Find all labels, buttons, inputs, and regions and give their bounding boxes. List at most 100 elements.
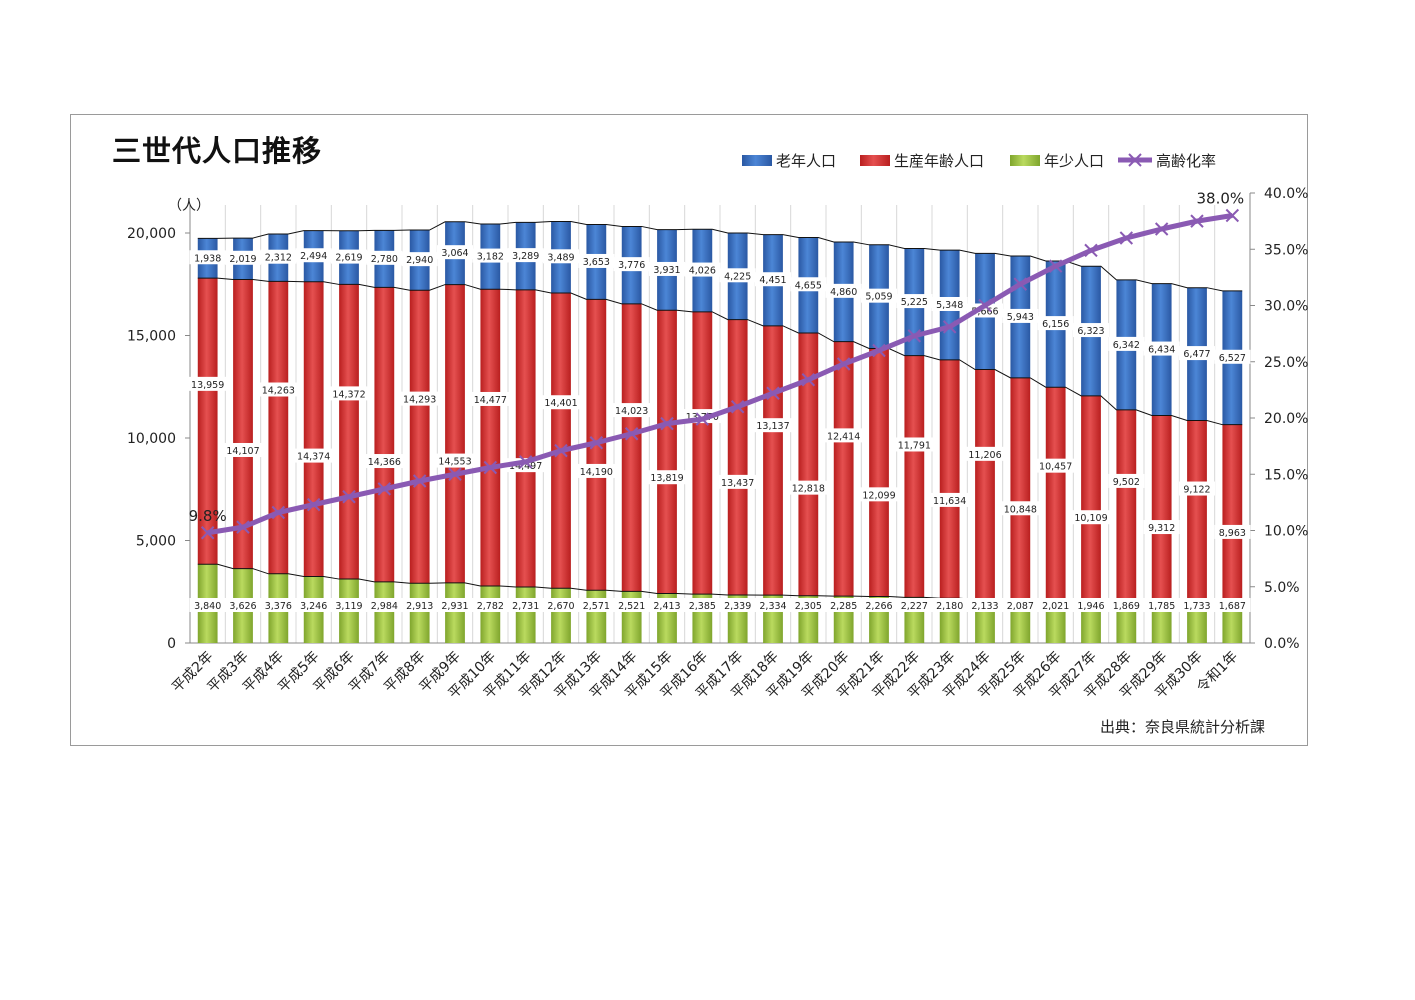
working-value-label: 12,099: [862, 490, 895, 501]
working-value-label: 14,263: [262, 386, 295, 397]
elderly-value-label-bg: [931, 296, 968, 311]
elderly-value-label-bg: [861, 288, 897, 303]
youth-value-label: 2,334: [759, 601, 786, 612]
aging-rate-point: [1190, 214, 1204, 228]
aging-rate-point: [1154, 222, 1169, 236]
youth-value-label-bg: [931, 598, 968, 612]
elderly-value-label: 2,619: [335, 253, 362, 264]
working-value-label-bg: [540, 395, 582, 410]
youth-value-label-bg: [189, 598, 226, 612]
elderly-value-label-bg: [1037, 316, 1074, 331]
working-value-label: 13,437: [721, 478, 754, 489]
working-value-label-bg: [398, 391, 441, 406]
elderly-value-label: 2,312: [265, 253, 292, 264]
bar-youth: [1187, 607, 1207, 643]
working-value-label-bg: [1108, 473, 1145, 488]
bar-working: [409, 290, 430, 584]
youth-value-label-bg: [1108, 598, 1145, 612]
aging-rate-point: [801, 373, 816, 387]
youth-value-label-bg: [790, 598, 827, 612]
bar-youth: [515, 587, 536, 643]
working-value-label: 10,848: [1004, 504, 1037, 515]
youth-value-label: 2,571: [583, 601, 610, 612]
youth-value-label: 2,385: [689, 601, 716, 612]
working-value-label-bg: [716, 474, 759, 489]
legend-label: 高齢化率: [1156, 152, 1216, 170]
chart-title: 三世代人口推移: [112, 134, 323, 168]
elderly-value-label-bg: [189, 250, 226, 265]
aging-rate-point: [695, 412, 710, 426]
elderly-value-label: 3,289: [512, 251, 539, 262]
working-value-label-bg: [1179, 481, 1215, 496]
aging-rate-point: [1119, 231, 1134, 245]
youth-value-label: 2,984: [371, 601, 398, 612]
bar-working: [1222, 424, 1243, 609]
aging-rate-point: [730, 400, 745, 414]
elderly-value-label-bg: [755, 272, 791, 287]
elderly-value-label: 3,653: [583, 257, 610, 268]
youth-value-label: 1,946: [1077, 601, 1104, 612]
bar-working: [1151, 415, 1172, 607]
bar-working: [798, 332, 819, 596]
elderly-value-label-bg: [472, 248, 509, 263]
youth-value-label: 2,339: [724, 601, 751, 612]
working-value-label: 13,959: [191, 380, 224, 391]
working-value-label-bg: [752, 418, 794, 433]
aging-rate-point: [872, 343, 886, 358]
elderly-value-label: 3,064: [441, 248, 468, 259]
youth-value-label: 3,119: [335, 601, 362, 612]
youth-value-label-bg: [1143, 598, 1180, 612]
elderly-value-label-bg: [825, 283, 862, 298]
elderly-value-label: 6,342: [1113, 340, 1140, 351]
bar-youth: [409, 583, 430, 643]
working-value-label: 14,023: [615, 406, 648, 417]
y2-tick-label: 30.0%: [1264, 299, 1308, 315]
youth-value-label-bg: [896, 598, 933, 612]
bar-working: [1045, 387, 1066, 602]
aging-rate-point: [978, 298, 992, 313]
youth-value-label: 2,782: [477, 601, 504, 612]
youth-value-label: 2,266: [865, 601, 892, 612]
working-value-label: 10,457: [1039, 462, 1072, 473]
youth-value-label-bg: [1214, 598, 1251, 612]
bar-youth: [1151, 606, 1172, 643]
aging-rate-point: [448, 467, 462, 481]
youth-value-label: 2,913: [406, 601, 433, 612]
youth-value-label-bg: [437, 598, 473, 612]
working-value-label-bg: [893, 437, 936, 452]
bar-working: [1081, 395, 1101, 604]
elderly-value-label: 5,225: [901, 297, 928, 308]
youth-value-label: 2,021: [1042, 601, 1069, 612]
aging-rate-point: [942, 320, 957, 334]
bar-youth: [445, 582, 465, 643]
elderly-value-label-bg: [1108, 336, 1145, 351]
aging-rate-point: [483, 460, 498, 475]
youth-value-label: 2,133: [971, 601, 998, 612]
working-value-label-bg: [1214, 524, 1251, 539]
working-value-label: 9,312: [1148, 523, 1175, 534]
youth-value-label-bg: [967, 598, 1003, 612]
elderly-value-label-bg: [366, 250, 403, 265]
elderly-value-label: 3,182: [477, 252, 504, 263]
working-value-label: 11,791: [898, 440, 931, 451]
youth-value-label-bg: [225, 598, 261, 612]
bar-working: [1116, 409, 1137, 605]
elderly-value-label: 6,323: [1077, 326, 1104, 337]
bar-working: [939, 359, 960, 599]
youth-value-label: 2,285: [830, 601, 857, 612]
youth-value-label-bg: [472, 598, 509, 612]
youth-value-label: 3,376: [265, 601, 292, 612]
youth-value-label: 2,180: [936, 601, 963, 612]
working-value-label: 14,401: [544, 398, 577, 409]
legend-swatch: [860, 155, 890, 166]
elderly-value-label-bg: [719, 268, 756, 283]
working-value-label-bg: [1070, 510, 1112, 525]
working-value-label-bg: [822, 428, 865, 443]
elderly-value-label: 2,940: [406, 255, 433, 266]
elderly-value-label-bg: [401, 252, 438, 267]
elderly-value-label: 5,348: [936, 300, 963, 311]
working-value-label: 10,109: [1074, 513, 1107, 524]
aging-rate-point: [1084, 243, 1098, 258]
y-tick-label: 15,000: [127, 329, 176, 345]
working-value-label-bg: [787, 480, 830, 495]
